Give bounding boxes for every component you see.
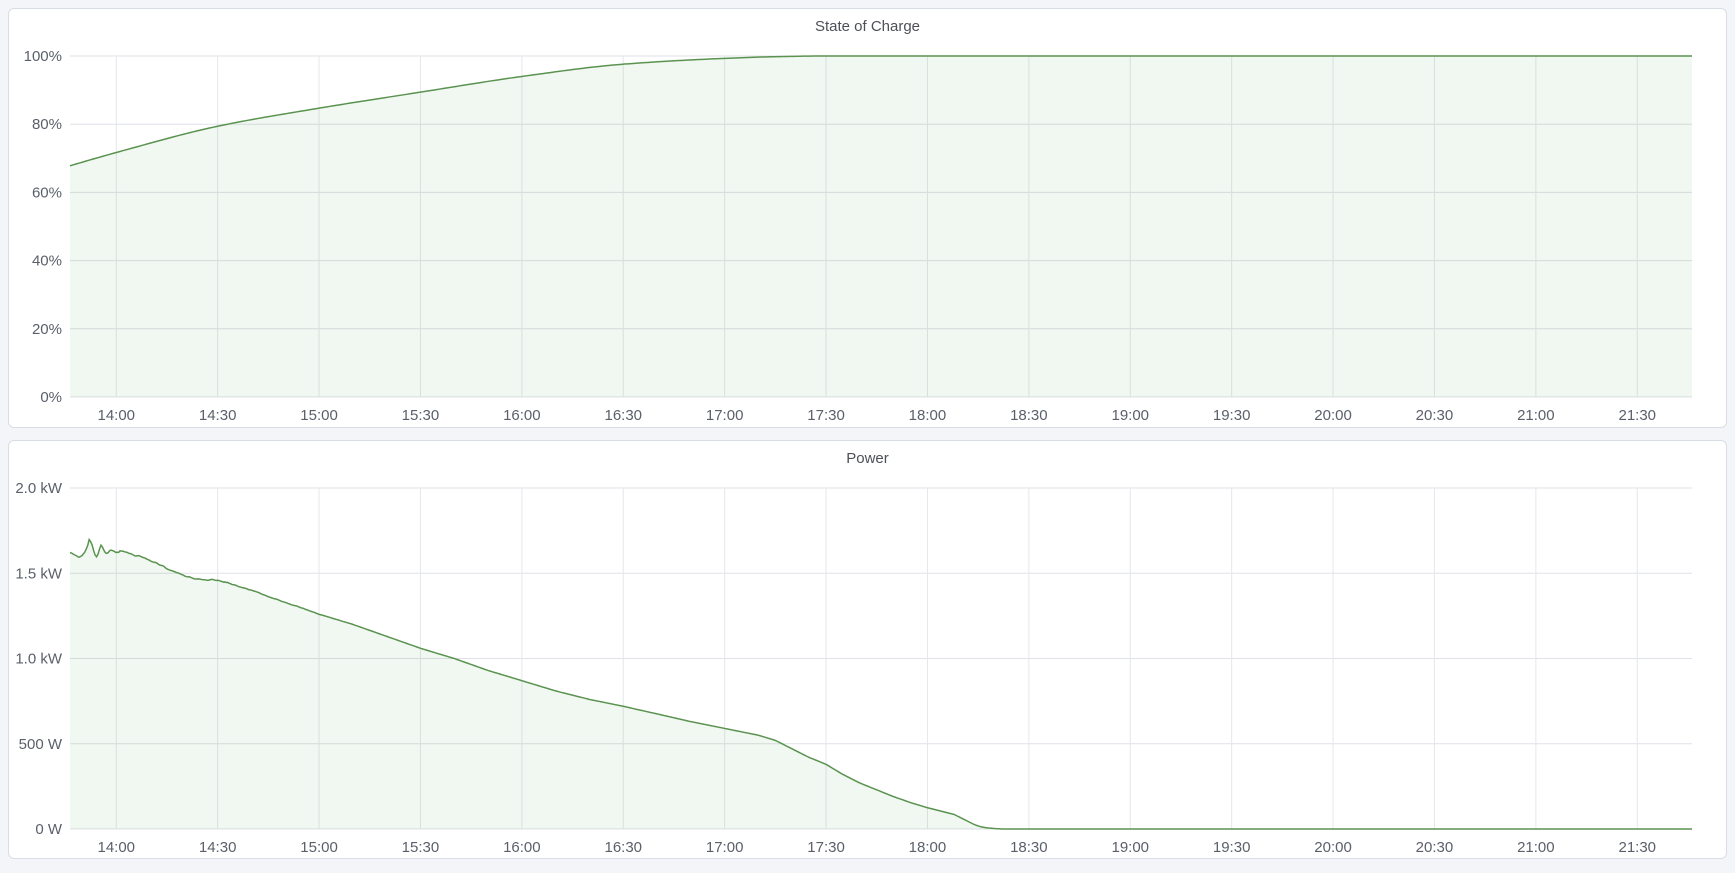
svg-text:19:30: 19:30 [1213, 407, 1251, 424]
svg-text:500 W: 500 W [19, 736, 63, 753]
svg-text:18:00: 18:00 [909, 407, 947, 424]
svg-text:20:30: 20:30 [1416, 407, 1454, 424]
svg-text:17:00: 17:00 [706, 839, 744, 856]
svg-text:20:00: 20:00 [1314, 839, 1352, 856]
svg-text:16:00: 16:00 [503, 839, 541, 856]
svg-text:14:30: 14:30 [199, 407, 237, 424]
svg-text:1.0 kW: 1.0 kW [15, 651, 63, 668]
svg-text:17:30: 17:30 [807, 407, 845, 424]
svg-text:14:00: 14:00 [97, 839, 135, 856]
svg-text:16:00: 16:00 [503, 407, 541, 424]
svg-text:80%: 80% [32, 116, 62, 133]
svg-text:20:30: 20:30 [1416, 839, 1454, 856]
svg-text:20:00: 20:00 [1314, 407, 1352, 424]
svg-text:15:30: 15:30 [402, 839, 440, 856]
svg-text:18:30: 18:30 [1010, 839, 1048, 856]
svg-text:21:30: 21:30 [1618, 407, 1656, 424]
svg-text:40%: 40% [32, 253, 62, 270]
svg-text:0 W: 0 W [35, 821, 63, 838]
svg-text:16:30: 16:30 [604, 407, 642, 424]
svg-text:18:00: 18:00 [909, 839, 947, 856]
svg-text:14:00: 14:00 [97, 407, 135, 424]
svg-text:21:30: 21:30 [1618, 839, 1656, 856]
svg-text:21:00: 21:00 [1517, 839, 1555, 856]
svg-text:15:30: 15:30 [402, 407, 440, 424]
svg-text:2.0 kW: 2.0 kW [15, 480, 63, 497]
svg-text:21:00: 21:00 [1517, 407, 1555, 424]
svg-text:15:00: 15:00 [300, 407, 338, 424]
svg-text:100%: 100% [24, 48, 62, 65]
svg-text:16:30: 16:30 [604, 839, 642, 856]
svg-text:19:30: 19:30 [1213, 839, 1251, 856]
svg-text:60%: 60% [32, 184, 62, 201]
svg-text:20%: 20% [32, 321, 62, 338]
svg-text:17:00: 17:00 [706, 407, 744, 424]
svg-text:15:00: 15:00 [300, 839, 338, 856]
svg-text:0%: 0% [40, 389, 62, 406]
svg-text:14:30: 14:30 [199, 839, 237, 856]
svg-text:19:00: 19:00 [1111, 407, 1149, 424]
svg-text:19:00: 19:00 [1111, 839, 1149, 856]
svg-text:1.5 kW: 1.5 kW [15, 565, 63, 582]
svg-text:18:30: 18:30 [1010, 407, 1048, 424]
svg-text:17:30: 17:30 [807, 839, 845, 856]
